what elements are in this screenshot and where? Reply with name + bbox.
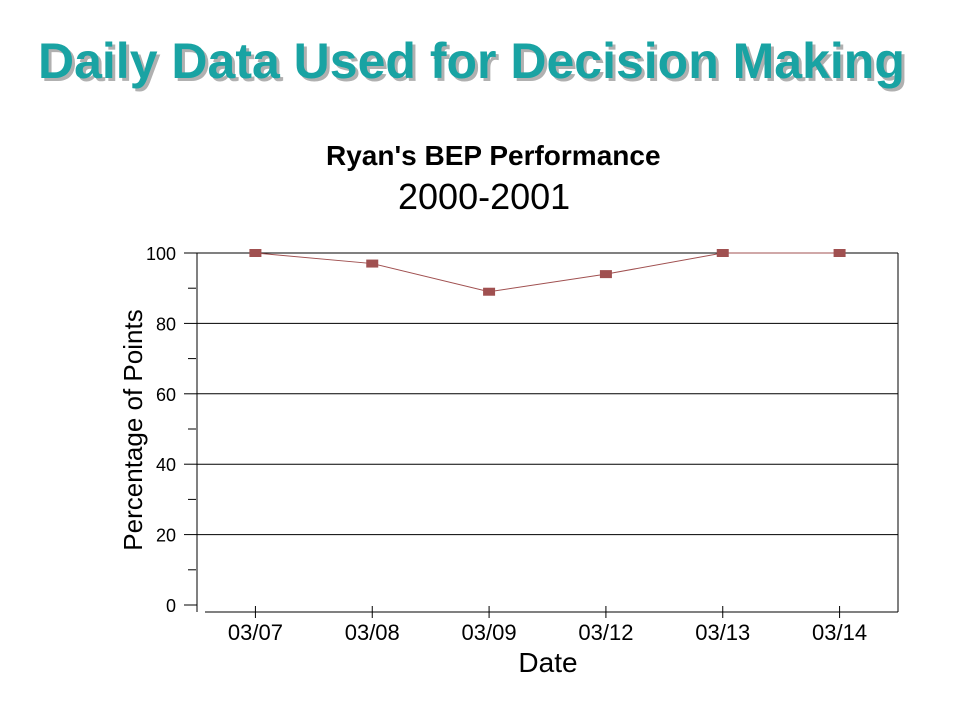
tick-labels: 0 20 40 60 80 100 03/07 03/08 03/09 03/12 03/13 03/… [146,244,867,645]
data-point [716,249,729,257]
data-point [366,259,379,268]
data-point [249,249,262,257]
chart-subtitle: 2000-2001 [398,176,571,217]
chart-title: Ryan's BEP Performance [326,140,661,171]
y-tick-label: 80 [156,314,176,334]
y-tick-label: 40 [156,455,176,475]
y-axis-label: Percentage of Points [118,309,148,550]
data-point [599,270,612,279]
x-tick-label: 03/08 [345,620,400,645]
x-tick-label: 03/07 [228,620,283,645]
series-line [255,252,840,293]
axes [184,252,899,618]
y-tick-label: 60 [156,385,176,405]
x-tick-label: 03/09 [462,620,517,645]
x-tick-label: 03/14 [812,620,867,645]
y-tick-label: 0 [166,596,176,616]
x-tick-label: 03/13 [695,620,750,645]
x-axis-label: Date [518,647,577,678]
x-tick-label: 03/12 [578,620,633,645]
gridlines [197,252,898,536]
data-point [483,287,496,296]
y-tick-label: 100 [146,244,176,264]
y-tick-label: 20 [156,526,176,546]
series [249,249,846,296]
slide-title: Daily Data Used for Decision Making [38,33,905,89]
data-point [833,249,846,257]
